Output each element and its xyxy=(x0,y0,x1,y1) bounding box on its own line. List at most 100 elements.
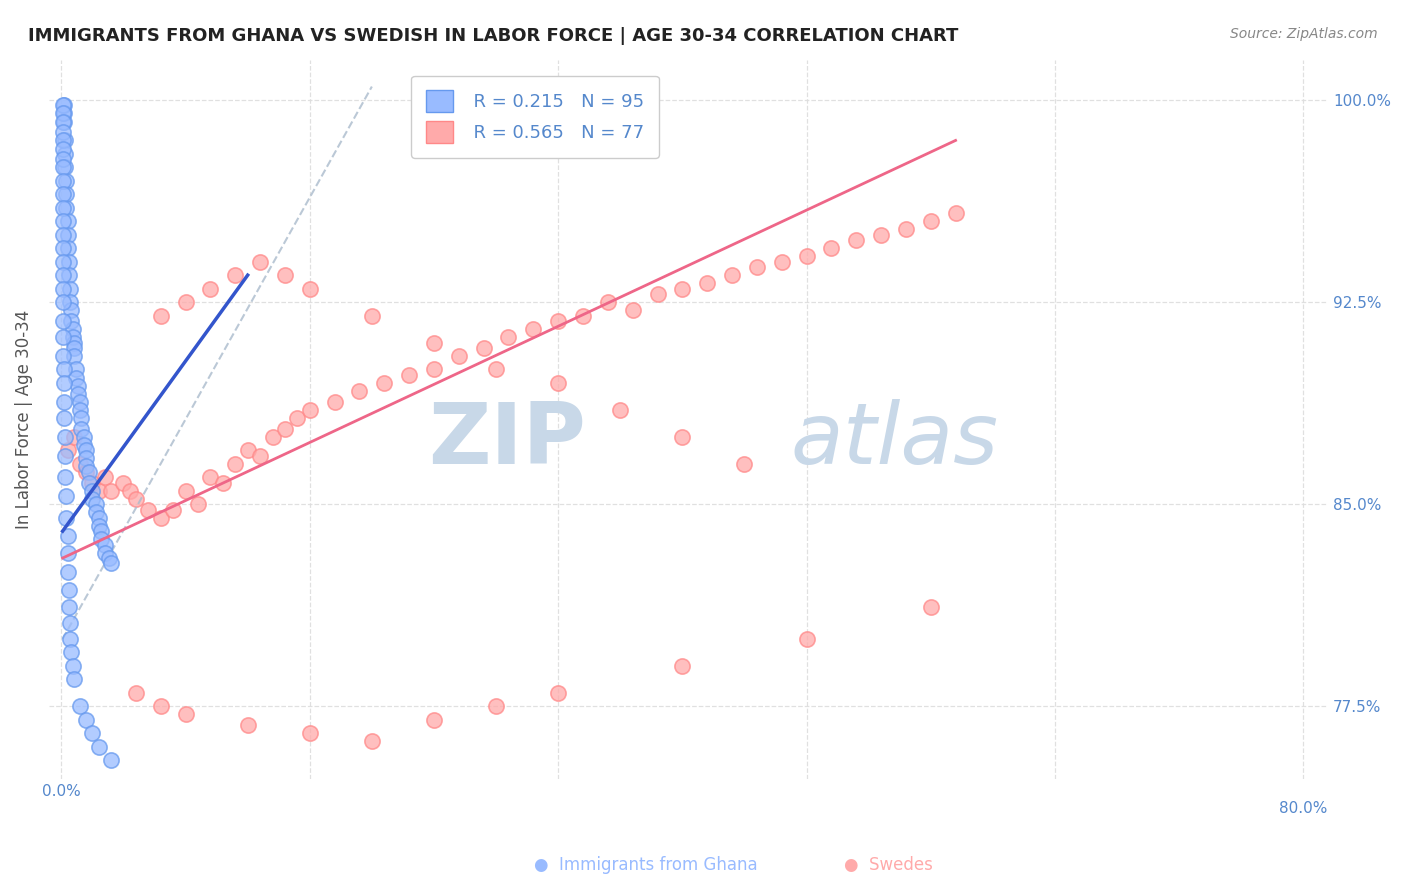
Point xyxy=(100,557,122,571)
Point xyxy=(53,147,76,161)
Point xyxy=(274,268,297,282)
Point xyxy=(56,227,79,242)
Point xyxy=(920,214,942,228)
Point xyxy=(52,153,75,167)
Point xyxy=(56,529,79,543)
Point xyxy=(75,713,97,727)
Point xyxy=(62,658,84,673)
Point xyxy=(671,430,693,444)
Point xyxy=(870,227,893,242)
Text: ●  Immigrants from Ghana: ● Immigrants from Ghana xyxy=(534,856,758,874)
Text: ZIP: ZIP xyxy=(429,400,586,483)
Point xyxy=(52,141,75,155)
Point xyxy=(733,457,755,471)
Point xyxy=(52,330,75,344)
Point xyxy=(82,483,104,498)
Point xyxy=(174,483,197,498)
Point xyxy=(58,583,80,598)
Point xyxy=(55,510,77,524)
Point xyxy=(82,475,104,490)
Point xyxy=(285,411,308,425)
Point xyxy=(60,303,83,318)
Point xyxy=(224,268,246,282)
Point xyxy=(56,241,79,255)
Point xyxy=(149,699,172,714)
Text: ●  Swedes: ● Swedes xyxy=(844,856,932,874)
Point xyxy=(52,106,75,120)
Point xyxy=(58,268,80,282)
Point xyxy=(84,497,107,511)
Point xyxy=(52,227,75,242)
Point xyxy=(224,457,246,471)
Point xyxy=(75,443,97,458)
Point xyxy=(647,287,669,301)
Point xyxy=(112,475,135,490)
Point xyxy=(349,384,371,398)
Point xyxy=(52,241,75,255)
Point xyxy=(90,532,112,546)
Point xyxy=(53,430,76,444)
Point xyxy=(52,362,75,376)
Point xyxy=(671,658,693,673)
Point xyxy=(52,114,75,128)
Point xyxy=(174,295,197,310)
Point xyxy=(696,277,718,291)
Point xyxy=(820,241,842,255)
Point xyxy=(373,376,395,390)
Point xyxy=(118,483,141,498)
Point xyxy=(52,125,75,139)
Point xyxy=(52,394,75,409)
Point xyxy=(423,713,446,727)
Point xyxy=(200,470,222,484)
Point xyxy=(52,174,75,188)
Point xyxy=(82,726,104,740)
Point xyxy=(56,443,79,458)
Point xyxy=(94,546,117,560)
Point xyxy=(90,524,112,538)
Point xyxy=(75,459,97,474)
Point xyxy=(66,378,89,392)
Point xyxy=(94,538,117,552)
Point xyxy=(69,457,91,471)
Point xyxy=(423,362,446,376)
Point xyxy=(498,330,520,344)
Point xyxy=(52,187,75,202)
Point xyxy=(323,394,346,409)
Point xyxy=(53,470,76,484)
Point xyxy=(472,341,495,355)
Point xyxy=(236,718,259,732)
Point xyxy=(87,510,110,524)
Point xyxy=(62,322,84,336)
Point xyxy=(52,268,75,282)
Point xyxy=(56,546,79,560)
Point xyxy=(69,394,91,409)
Point xyxy=(53,449,76,463)
Point xyxy=(447,349,470,363)
Point xyxy=(82,491,104,506)
Point xyxy=(52,98,75,112)
Point xyxy=(75,465,97,479)
Y-axis label: In Labor Force | Age 30-34: In Labor Force | Age 30-34 xyxy=(15,310,32,529)
Point xyxy=(596,295,619,310)
Point xyxy=(60,314,83,328)
Point xyxy=(52,214,75,228)
Point xyxy=(75,451,97,466)
Point xyxy=(70,422,93,436)
Point xyxy=(298,402,321,417)
Point xyxy=(73,430,96,444)
Point xyxy=(53,161,76,175)
Point xyxy=(547,376,569,390)
Point xyxy=(52,295,75,310)
Point xyxy=(69,699,91,714)
Point xyxy=(149,510,172,524)
Point xyxy=(55,489,77,503)
Point xyxy=(59,282,82,296)
Point xyxy=(65,362,87,376)
Point xyxy=(56,565,79,579)
Point xyxy=(77,475,100,490)
Point xyxy=(236,443,259,458)
Point xyxy=(52,201,75,215)
Point xyxy=(547,686,569,700)
Point xyxy=(69,402,91,417)
Point xyxy=(547,314,569,328)
